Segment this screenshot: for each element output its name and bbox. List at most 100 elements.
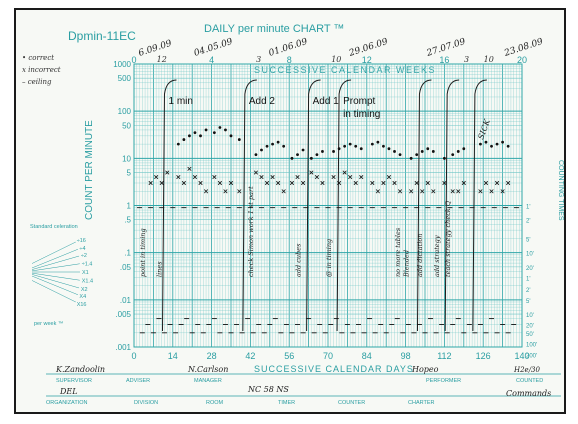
x-tick-label: 28 [207,351,217,361]
y-tick-label: .005 [115,310,131,319]
incorrect-point [461,180,466,186]
counting-time-label: 10' [526,252,534,258]
incorrect-point [187,166,192,171]
x-tick-label: 98 [401,351,411,361]
correct-point [409,156,413,160]
correct-point [420,150,424,153]
counting-time-label: 1' [526,276,530,282]
correct-point [254,153,258,156]
correct-point [204,128,208,132]
fan-label: ÷16 [77,238,86,244]
incorrect-point [198,180,203,186]
correct-point [348,142,352,146]
phase-label: in timing [343,109,380,120]
comments-value: Commands [506,389,551,398]
phase-change-line [472,79,487,332]
correct-point [271,142,274,146]
incorrect-point [176,175,181,180]
correct-point [398,153,402,156]
week-ticks: 0 4 8 12 16 20 12 3 10 3 10 [131,55,527,65]
absence-note: SICK [476,117,492,141]
correct-point [290,156,294,160]
phase-change-line [161,79,177,332]
y-axis-ticks: 1000 500 100 50 10 5 1 .5 .1 .05 .01 .005 .001 [113,60,131,352]
incorrect-point [442,180,447,186]
phase-change-line [444,79,460,332]
counting-time-label: 20' [526,266,534,272]
correct-point [321,150,324,153]
incorrect-point [348,175,353,180]
counting-time-label: 5' [526,237,530,243]
fan-ray [31,274,80,289]
organization-value: DEL [59,387,78,396]
correct-point [265,144,269,148]
fan-ray [31,249,79,269]
incorrect-point [223,189,228,194]
incorrect-point [320,180,325,186]
correct-point [462,147,466,151]
counting-time-label: 20' [526,323,534,329]
correct-point [224,128,227,132]
correct-point [296,153,299,156]
phase-label: 1 min [168,96,192,107]
counting-time-label: 200' [526,353,537,359]
incorrect-point [212,175,217,180]
vertical-note: check Simon work 1 st part [247,186,255,277]
incorrect-point [270,175,275,180]
division-label: DIVISION [134,400,158,406]
correct-point [501,140,504,144]
x-tick-label: 42 [245,351,255,361]
y-tick-label: 1000 [113,60,131,69]
correct-point [332,150,335,153]
incorrect-point [425,180,430,186]
incorrect-point [276,180,281,186]
incorrect-point [370,180,375,186]
correct-point [176,142,180,146]
week-tick-label: 12 [362,55,372,65]
y-tick-label: 50 [122,121,131,130]
correct-point [229,134,233,138]
data-points [137,126,519,334]
correct-point [337,147,341,151]
bottom-scale-label: SUCCESSIVE CALENDAR DAYS [254,364,414,374]
correct-point [382,144,385,148]
correct-point [495,142,499,146]
incorrect-point [159,180,164,186]
week-tick-label: 8 [287,55,292,65]
incorrect-point [337,180,342,186]
incorrect-point [506,180,511,186]
performer-label: PERFORMER [426,378,461,384]
incorrect-point [414,180,419,186]
footer-fields: K.Zandoolin SUPERVISOR ADVISER N.Carlson… [46,365,561,406]
incorrect-point [359,175,364,180]
counting-time-label: 5' [526,299,530,305]
week-scribble: 3 [464,55,469,64]
correct-point [431,150,435,153]
performer-value: Hopeo [411,365,439,374]
fan-label: X16 [77,302,87,308]
top-scale-label: SUCCESSIVE CALENDAR WEEKS [254,65,436,75]
y-tick-label: .01 [120,296,132,305]
phase-label: Add 1 [313,96,340,107]
incorrect-point [165,170,170,175]
week-tick-label: 20 [517,55,527,65]
fan-label: X4 [79,294,86,300]
y-tick-label: .5 [124,216,131,225]
incorrect-point [154,175,159,180]
week-scribble: 12 [157,55,167,64]
legend-note-ceiling: – ceiling [22,78,52,86]
fan-label: X1 [82,270,89,276]
y-tick-label: .05 [120,263,132,272]
vertical-note: add dictation [416,234,424,277]
correct-point [426,147,430,151]
incorrect-point [431,189,436,194]
week-tick-label: 0 [131,55,136,65]
phase-change-line [242,79,257,332]
timer-value: NC 58 NS [247,385,289,394]
fan-ray [31,275,79,295]
correct-point [260,148,263,152]
legend-note-correct: • correct [22,54,54,62]
incorrect-point [500,189,505,194]
correct-point [490,144,493,148]
correct-point [182,138,186,141]
